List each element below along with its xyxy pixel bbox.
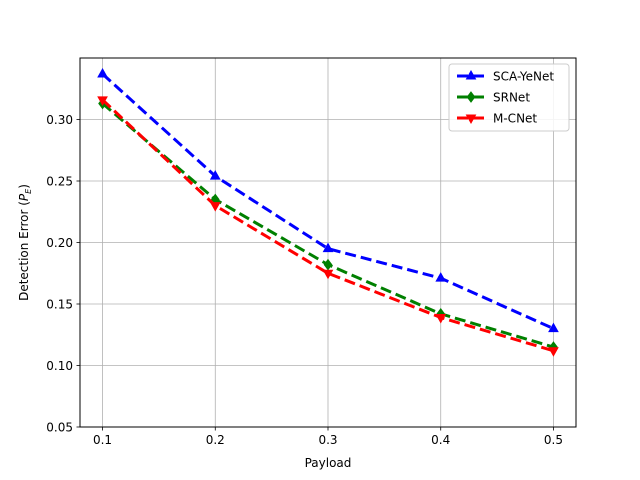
data-point-m-cnet <box>435 314 447 324</box>
series-line-m-cnet <box>101 98 554 353</box>
y-tick-label: 0.05 <box>46 421 73 435</box>
series-lines <box>97 67 559 357</box>
series-sca-yenet <box>97 67 559 333</box>
data-point-m-cnet <box>209 202 221 212</box>
x-tick-label: 0.3 <box>318 433 337 447</box>
legend-marker-srnet <box>466 91 476 103</box>
y-tick-label: 0.15 <box>46 298 73 312</box>
y-tick-label: 0.25 <box>46 175 73 189</box>
y-tick-label: 0.20 <box>46 236 73 250</box>
data-point-sca-yenet <box>435 272 447 282</box>
x-tick-label: 0.2 <box>206 433 225 447</box>
legend-label-sca-yenet: SCA-YeNet <box>493 70 554 84</box>
series-m-cnet <box>97 96 559 357</box>
x-tick-label: 0.4 <box>431 433 450 447</box>
legend-item-srnet: SRNet <box>457 91 530 105</box>
legend-box <box>448 63 570 132</box>
data-point-m-cnet <box>548 347 559 357</box>
data-point-sca-yenet <box>548 322 559 333</box>
axis-ticks: 0.1 0.2 0.3 0.4 0.5 0.05 0.10 0.15 0.20 0.25 0.30 <box>46 113 563 447</box>
x-axis-label: Payload <box>305 456 352 470</box>
data-point-sca-yenet <box>97 67 108 78</box>
y-tick-label: 0.10 <box>46 359 73 373</box>
data-point-m-cnet <box>322 269 334 280</box>
legend-label-srnet: SRNet <box>493 91 530 105</box>
legend-marker-sca-yenet <box>465 69 477 80</box>
data-point-srnet <box>323 258 333 271</box>
legend: SCA-YeNet SRNet M-CNet <box>448 63 570 132</box>
legend-label-m-cnet: M-CNet <box>493 112 537 126</box>
data-point-m-cnet <box>97 96 108 106</box>
data-point-sca-yenet <box>322 242 334 253</box>
y-tick-label: 0.30 <box>46 113 73 127</box>
series-line-sca-yenet <box>101 72 555 330</box>
legend-item-m-cnet: M-CNet <box>457 112 537 126</box>
data-point-sca-yenet <box>209 170 221 180</box>
x-tick-label: 0.1 <box>93 433 112 447</box>
legend-item-sca-yenet: SCA-YeNet <box>457 70 554 84</box>
y-axis-label: Detection Error (PE) <box>17 184 33 301</box>
x-tick-label: 0.5 <box>544 433 563 447</box>
legend-marker-m-cnet <box>465 114 477 125</box>
